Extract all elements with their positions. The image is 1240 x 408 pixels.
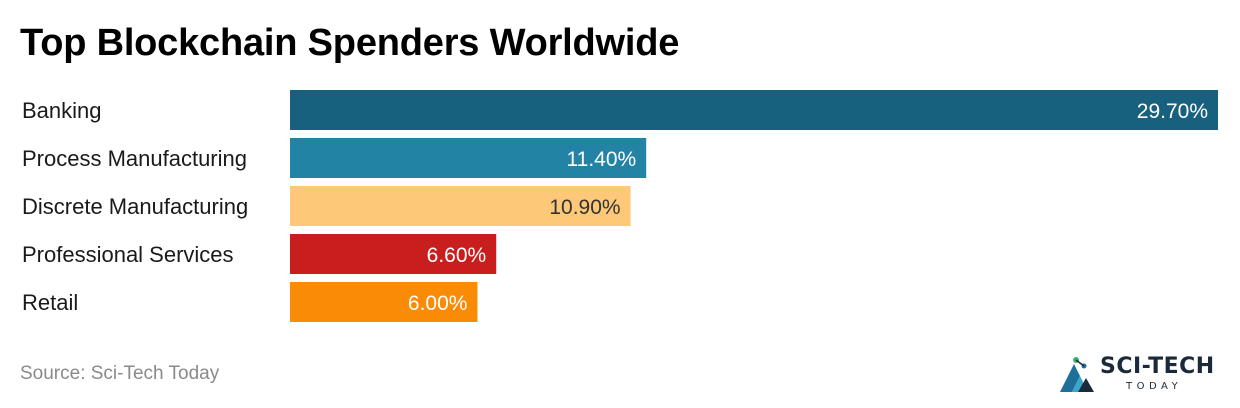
category-label-retail: Retail <box>22 290 78 315</box>
value-label-discrete-manufacturing: 10.90% <box>549 196 620 219</box>
source-note: Source: Sci-Tech Today <box>20 363 220 384</box>
logo-mark-icon <box>1060 357 1094 392</box>
bar-retail <box>290 282 478 322</box>
value-label-professional-services: 6.60% <box>427 244 487 267</box>
value-label-process-manufacturing: 11.40% <box>567 148 637 171</box>
value-label-banking: 29.70% <box>1137 100 1208 123</box>
bar-professional-services <box>290 234 497 274</box>
bar-discrete-manufacturing <box>290 186 631 226</box>
bar-banking <box>290 90 1218 130</box>
value-label-retail: 6.00% <box>408 292 468 315</box>
sci-tech-today-logo: SCI-TECH TODAY <box>1058 352 1234 398</box>
category-label-discrete-manufacturing: Discrete Manufacturing <box>22 194 248 219</box>
chart-title: Top Blockchain Spenders Worldwide <box>20 22 680 64</box>
category-label-banking: Banking <box>22 98 102 123</box>
bar-process-manufacturing <box>290 138 647 178</box>
bar-chart: Banking 29.70% Process Manufacturing 11.40%… <box>22 90 1218 322</box>
category-label-professional-services: Professional Services <box>22 242 234 267</box>
category-label-process-manufacturing: Process Manufacturing <box>22 146 247 171</box>
